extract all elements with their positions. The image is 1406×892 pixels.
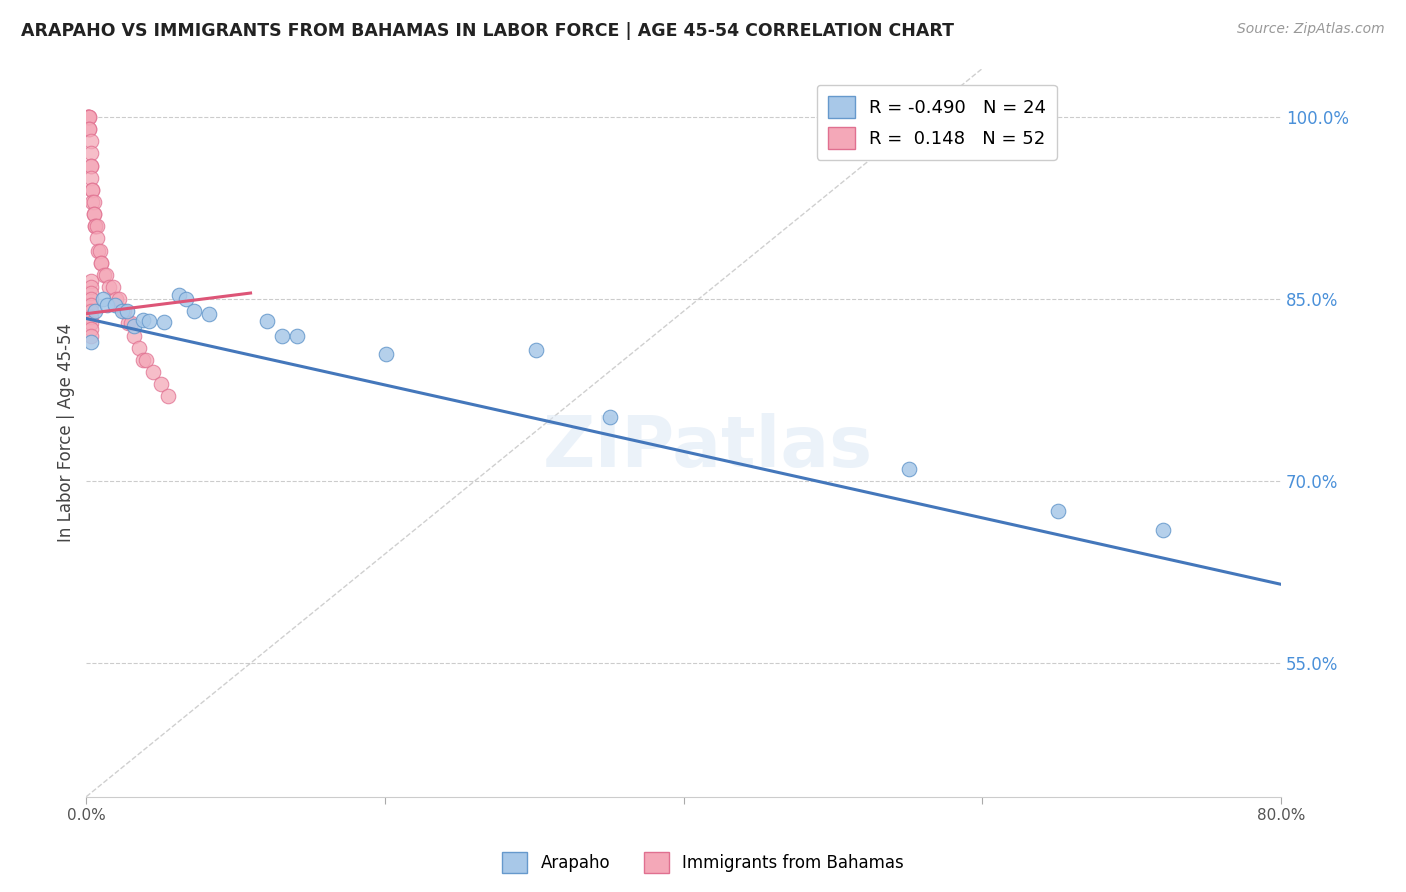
Point (122, 318, 145, 333)
Point (183, 304, 205, 318)
Point (94, 268, 117, 282)
Point (135, 352, 157, 367)
Point (149, 377, 172, 392)
Point (91, 292, 114, 306)
Point (76, 110, 98, 124)
Point (80, 159, 103, 173)
Point (83, 207, 105, 221)
Point (80, 292, 103, 306)
Point (115, 304, 138, 318)
Point (77, 122, 100, 136)
Text: Source: ZipAtlas.com: Source: ZipAtlas.com (1237, 22, 1385, 37)
Point (104, 298, 127, 312)
Point (122, 328, 145, 343)
Legend: R = -0.490   N = 24, R =  0.148   N = 52: R = -0.490 N = 24, R = 0.148 N = 52 (817, 85, 1057, 160)
Point (80, 317, 103, 331)
Point (599, 409, 621, 424)
Point (285, 328, 308, 343)
Point (97, 280, 120, 294)
Point (82, 183, 104, 197)
Point (89, 244, 111, 258)
Point (84, 219, 107, 234)
Point (77, 110, 100, 124)
Point (80, 304, 103, 318)
Point (80, 328, 103, 343)
Point (1047, 504, 1070, 518)
Point (128, 341, 150, 355)
Point (84, 219, 107, 234)
Point (108, 292, 131, 306)
Point (90, 256, 112, 270)
Point (80, 322, 103, 336)
Point (153, 315, 176, 329)
Point (271, 328, 294, 343)
Point (138, 314, 160, 328)
Point (1152, 523, 1174, 537)
Point (80, 134, 103, 148)
Point (167, 288, 190, 302)
Point (80, 170, 103, 185)
Point (83, 194, 105, 209)
Point (132, 352, 155, 367)
Point (117, 317, 139, 331)
Point (101, 280, 124, 294)
Point (77, 110, 100, 124)
Point (90, 256, 112, 270)
Point (80, 310, 103, 325)
Text: ARAPAHO VS IMMIGRANTS FROM BAHAMAS IN LABOR FORCE | AGE 45-54 CORRELATION CHART: ARAPAHO VS IMMIGRANTS FROM BAHAMAS IN LA… (21, 22, 955, 40)
Point (112, 304, 135, 318)
Point (80, 280, 103, 294)
Point (375, 347, 398, 361)
Point (87, 244, 110, 258)
Point (197, 307, 219, 321)
Point (80, 334, 103, 349)
Point (80, 159, 103, 173)
Point (86, 231, 108, 245)
Point (105, 292, 128, 306)
Y-axis label: In Labor Force | Age 45-54: In Labor Force | Age 45-54 (58, 323, 75, 542)
Point (176, 292, 198, 306)
Point (80, 298, 103, 312)
Text: ZIPatlas: ZIPatlas (543, 413, 873, 482)
Point (93, 268, 115, 282)
Point (82, 194, 104, 209)
Point (84, 304, 107, 318)
Point (132, 312, 155, 326)
Point (142, 365, 165, 379)
Point (76, 110, 98, 124)
Point (96, 298, 118, 312)
Point (80, 274, 103, 288)
Legend: Arapaho, Immigrants from Bahamas: Arapaho, Immigrants from Bahamas (496, 846, 910, 880)
Point (256, 314, 278, 328)
Point (898, 462, 921, 476)
Point (83, 207, 105, 221)
Point (80, 286, 103, 301)
Point (120, 317, 142, 331)
Point (80, 146, 103, 161)
Point (86, 219, 108, 234)
Point (157, 389, 180, 403)
Point (77, 122, 100, 136)
Point (76, 110, 98, 124)
Point (82, 183, 104, 197)
Point (111, 304, 134, 318)
Point (524, 343, 547, 357)
